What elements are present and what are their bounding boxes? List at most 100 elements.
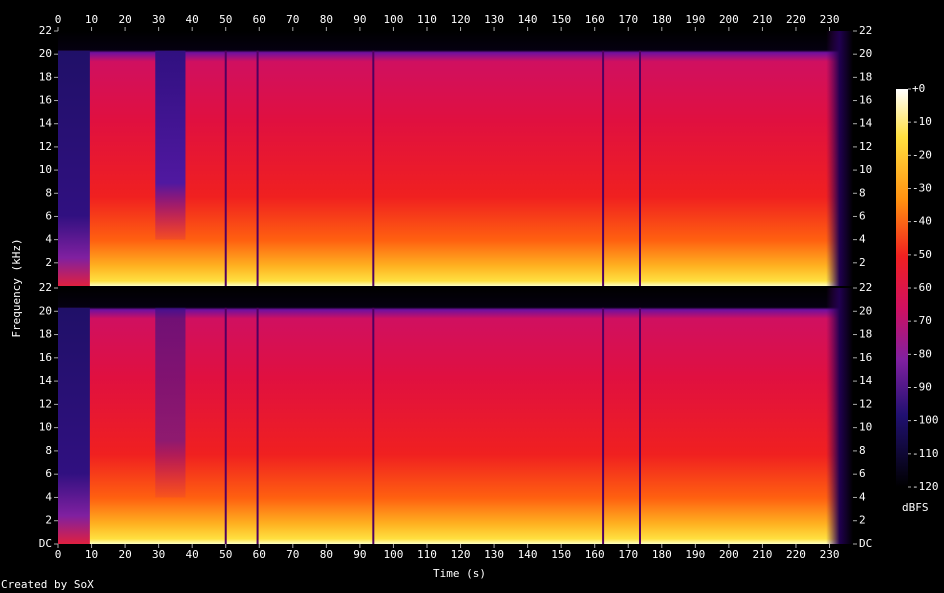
colorbar-tick-label: -80 (912, 347, 932, 360)
x-tick-label: 220 (786, 548, 806, 561)
y-tick-label: 18 (39, 70, 52, 83)
y-tick-label: 8 (859, 444, 866, 457)
colorbar-tick-label: -90 (912, 381, 932, 394)
x-tick-label: 160 (585, 13, 605, 26)
footer: Created by SoX (1, 578, 94, 591)
x-tick-label: 90 (353, 13, 366, 26)
x-tick-label: 50 (219, 13, 232, 26)
x-tick-label: 210 (752, 548, 772, 561)
x-tick-label: 40 (186, 13, 199, 26)
y-tick-label: 4 (859, 233, 866, 246)
y-tick-label: 20 (39, 47, 52, 60)
y-tick-label: 10 (859, 421, 872, 434)
spectrum-region (58, 307, 90, 544)
spectrum-region (155, 307, 186, 498)
x-tick-label: 70 (286, 548, 299, 561)
x-tick-label: 230 (820, 548, 840, 561)
spectrum-region (826, 31, 853, 286)
x-tick-label: 110 (417, 13, 437, 26)
x-tick-label: 220 (786, 13, 806, 26)
y-tick-label: 18 (39, 328, 52, 341)
y-tick-label: 12 (39, 140, 52, 153)
colorbar-tick-label: -60 (912, 281, 932, 294)
y-tick-label: 10 (39, 163, 52, 176)
y-tick-label: 20 (859, 47, 872, 60)
x-tick-label: 130 (484, 548, 504, 561)
x-tick-label: 60 (253, 548, 266, 561)
colorbar-tick-label: -100 (912, 414, 939, 427)
y-tick-label: 6 (45, 467, 52, 480)
x-tick-label: 0 (55, 548, 62, 561)
x-tick-label: 10 (85, 548, 98, 561)
y-tick-label: DC (39, 537, 52, 550)
plot-area (58, 31, 853, 544)
x-tick-label: 100 (384, 13, 404, 26)
spectrum-gap (602, 307, 605, 544)
colorbar-tick-label: -10 (912, 115, 932, 128)
x-tick-label: 210 (752, 13, 772, 26)
x-tick-label: 110 (417, 548, 437, 561)
y-tick-label: 18 (859, 328, 872, 341)
y-tick-label: 14 (859, 374, 873, 387)
spectrum-gap (256, 50, 259, 286)
colorbar-tick-label: +0 (912, 82, 925, 95)
colorbar-tick-label: -110 (912, 447, 939, 460)
y-tick-label: 22 (39, 24, 52, 37)
x-tick-label: 200 (719, 548, 739, 561)
y-axis-label: Frequency (kHz) (10, 238, 23, 337)
spectrum-region (826, 288, 853, 544)
x-tick-label: 170 (618, 548, 638, 561)
y-tick-label: 16 (39, 351, 52, 364)
x-tick-label: 30 (152, 548, 165, 561)
y-tick-label: 20 (859, 304, 872, 317)
y-tick-label: 16 (39, 94, 52, 107)
spectrum-gap (638, 50, 641, 286)
y-tick-label: 14 (39, 117, 53, 130)
x-tick-label: 70 (286, 13, 299, 26)
colorbar-tick-label: -120 (912, 480, 939, 493)
y-tick-label: 4 (45, 233, 52, 246)
colorbar-tick-label: -40 (912, 215, 932, 228)
y-tick-label: 18 (859, 70, 872, 83)
y-tick-label: 12 (859, 397, 872, 410)
x-tick-label: 120 (451, 548, 471, 561)
x-tick-label: 80 (320, 13, 333, 26)
x-tick-label: 190 (685, 548, 705, 561)
x-tick-label: 80 (320, 548, 333, 561)
spectrum (58, 31, 853, 286)
x-tick-label: 10 (85, 13, 98, 26)
x-tick-label: 60 (253, 13, 266, 26)
x-tick-label: 40 (186, 548, 199, 561)
colorbar-label: dBFS (902, 501, 929, 514)
x-tick-label: 160 (585, 548, 605, 561)
y-tick-label: 10 (39, 421, 52, 434)
spectrum (58, 288, 853, 544)
x-tick-label: 200 (719, 13, 739, 26)
x-tick-label: 50 (219, 548, 232, 561)
spectrum-region (155, 50, 186, 240)
spectrum-gap (372, 50, 375, 286)
x-tick-label: 140 (518, 548, 538, 561)
colorbar-tick-label: -70 (912, 314, 932, 327)
x-tick-label: 140 (518, 13, 538, 26)
x-axis-label: Time (s) (433, 567, 486, 580)
y-tick-label: 22 (39, 281, 52, 294)
spectrum-gap (372, 307, 375, 544)
x-tick-label: 90 (353, 548, 366, 561)
spectrum-gap (602, 50, 605, 286)
y-tick-label: 10 (859, 163, 872, 176)
colorbar-tick-label: -50 (912, 248, 932, 261)
y-tick-label: 6 (859, 209, 866, 222)
x-tick-label: 130 (484, 13, 504, 26)
y-tick-label: 22 (859, 24, 872, 37)
y-tick-label: 12 (39, 397, 52, 410)
y-tick-label: 12 (859, 140, 872, 153)
x-tick-label: 30 (152, 13, 165, 26)
x-tick-label: 120 (451, 13, 471, 26)
x-tick-label: 0 (55, 13, 62, 26)
y-tick-label: 14 (859, 117, 873, 130)
y-tick-label: 2 (859, 256, 866, 269)
y-tick-label: 2 (45, 256, 52, 269)
y-tick-label: 20 (39, 304, 52, 317)
